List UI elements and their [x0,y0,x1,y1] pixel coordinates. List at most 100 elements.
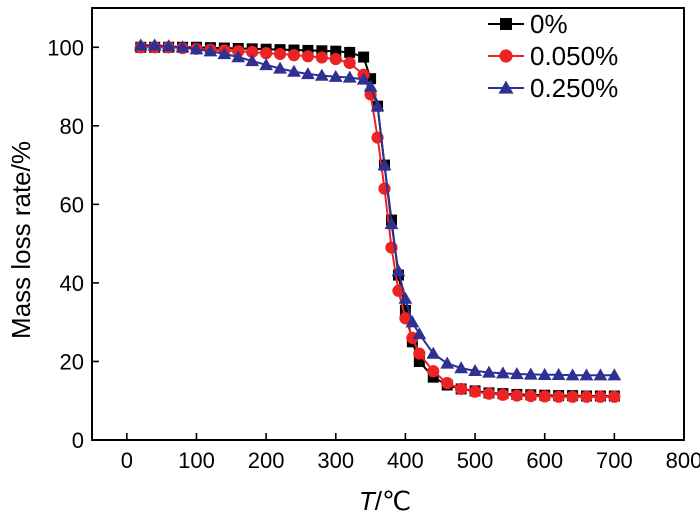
data-point-circle [315,51,328,64]
data-point-circle [287,49,301,62]
data-point-triangle [412,327,427,340]
y-tick-label: 80 [60,114,84,139]
legend: 0%0.050%0.250% [488,9,618,103]
data-point-triangle [377,158,392,171]
data-point-triangle [314,68,329,81]
data-point-square [316,45,328,57]
x-axis-title-unit: /℃ [375,486,411,516]
data-point-triangle [245,54,260,67]
data-point-circle [343,56,356,70]
data-point-triangle [398,291,413,304]
data-point-triangle [384,217,399,230]
data-point-circle [580,390,593,403]
data-point-triangle [147,38,162,51]
data-point-circle [482,387,496,400]
legend-label: 0.050% [530,41,618,71]
data-point-circle [594,390,607,403]
data-point-triangle [342,70,357,83]
x-tick-label: 300 [317,448,354,473]
y-tick-label: 100 [47,35,84,60]
data-point-circle [441,376,454,390]
x-axis-title: T/℃ [359,486,411,516]
data-point-circle [399,312,412,325]
data-point-triangle [468,364,482,377]
data-point-triangle [405,315,420,328]
data-point-triangle [363,79,378,92]
data-point-triangle [523,367,538,380]
y-tick-label: 60 [60,192,84,217]
data-point-triangle [607,368,622,381]
data-point-triangle [287,64,301,77]
data-point-circle [301,50,315,63]
ticks-layer: 0 100 200 300 400 500 600 700 800 0 20 40 60 80 100 [47,35,700,473]
data-point-triangle [161,39,176,52]
data-point-triangle [189,42,204,55]
x-tick-label: 500 [457,448,494,473]
data-point-triangle [440,356,455,369]
data-point-triangle [175,40,190,53]
data-point-circle [510,389,523,402]
data-point-triangle [579,368,594,381]
data-point-square [500,18,512,30]
data-point-triangle [328,69,343,82]
data-point-triangle [482,365,496,378]
data-point-circle [552,390,565,403]
x-axis-title-var: T [359,486,377,516]
data-point-square [399,304,411,316]
series-2 [133,38,622,381]
data-point-circle [608,390,621,403]
data-point-triangle [454,361,469,374]
x-tick-label: 400 [387,448,424,473]
series-layer [133,38,622,403]
data-point-circle [260,47,273,60]
data-point-triangle [217,47,232,60]
x-tick-label: 100 [178,448,215,473]
data-point-circle [499,49,513,63]
data-point-triangle [391,264,406,277]
data-point-triangle [203,44,218,57]
data-point-triangle [593,368,608,381]
data-point-triangle [551,367,566,380]
data-point-triangle [537,367,552,380]
data-point-circle [246,45,259,59]
data-point-triangle [133,38,148,51]
data-point-triangle [565,368,580,381]
data-point-triangle [356,72,371,85]
data-point-circle [538,390,551,403]
plot-frame [91,7,685,441]
data-point-square [344,46,356,58]
data-point-circle [273,47,287,61]
y-tick-label: 40 [60,271,84,296]
data-point-square [365,73,377,85]
data-point-circle [468,385,482,398]
data-point-triangle [426,346,441,359]
data-point-square [358,51,370,63]
data-point-triangle [498,80,514,94]
x-tick-label: 200 [248,448,285,473]
data-point-circle [392,284,405,297]
data-point-triangle [496,366,510,379]
data-point-circle [413,347,426,360]
x-tick-label: 600 [526,448,563,473]
data-point-triangle [259,58,273,71]
data-point-triangle [370,99,385,112]
y-tick-label: 20 [60,349,84,374]
data-point-circle [455,382,468,396]
data-point-triangle [509,367,524,380]
data-point-triangle [301,67,315,80]
y-axis-title: Mass loss rate/% [6,141,36,339]
x-tick-label: 700 [596,448,633,473]
x-tick-label: 800 [666,448,700,473]
legend-label: 0.250% [530,73,618,103]
data-point-square [330,45,342,57]
data-point-circle [566,390,579,403]
data-point-circle [329,52,342,66]
legend-label: 0% [530,9,568,39]
y-tick-label: 0 [72,428,84,453]
data-point-circle [427,365,440,378]
data-point-triangle [273,61,287,74]
data-point-circle [524,389,537,403]
data-point-square [413,355,425,367]
data-point-circle [496,388,510,401]
